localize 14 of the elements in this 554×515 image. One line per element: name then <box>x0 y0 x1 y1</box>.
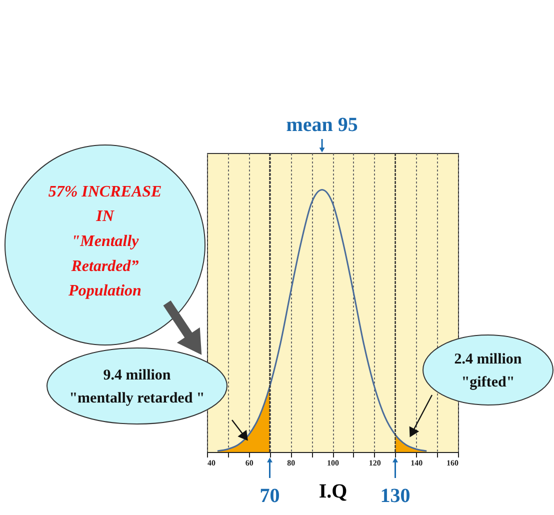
x-tick-label: 120 <box>368 458 381 468</box>
x-tick-label: 40 <box>208 458 216 468</box>
x-tick-label: 60 <box>245 458 254 468</box>
ref-line-label: 70 <box>260 485 280 507</box>
annotation: mean 95 <box>286 114 358 136</box>
x-axis-title: I.Q <box>318 480 348 502</box>
x-tick-label: 100 <box>327 458 339 468</box>
annotation: 2.4 million "gifted" <box>454 351 522 391</box>
text: 9.4 million "mentally retarded " <box>69 367 205 407</box>
x-tick-label: 80 <box>287 458 296 468</box>
x-tick-label: 160 <box>446 458 458 468</box>
x-tick-label: 140 <box>410 458 423 468</box>
text: 57% INCREASE IN "Mentally Retarded” Population <box>48 183 162 300</box>
ref-line-label: 130 <box>380 485 410 507</box>
